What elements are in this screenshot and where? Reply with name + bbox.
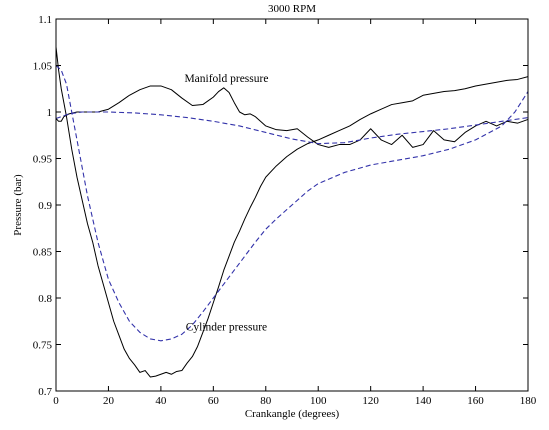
y-tick-label: 0.95 xyxy=(33,154,53,166)
series-line-1 xyxy=(55,85,529,148)
x-axis-label: Crankangle (degrees) xyxy=(245,408,340,420)
x-tick-label: 100 xyxy=(310,395,327,407)
y-tick-label: 0.9 xyxy=(38,200,52,212)
y-tick-label: 1.05 xyxy=(33,61,53,73)
x-tick-label: 20 xyxy=(103,395,115,407)
y-tick-label: 1.1 xyxy=(38,14,52,26)
y-tick-label: 0.7 xyxy=(38,386,52,398)
chart-title: 3000 RPM xyxy=(268,3,316,15)
y-tick-label: 0.75 xyxy=(33,340,53,352)
x-tick-label: 80 xyxy=(260,395,272,407)
series-layer xyxy=(55,46,529,378)
annotation-layer: Manifold pressure Cylinder pressure xyxy=(184,73,268,333)
x-tick-label: 180 xyxy=(520,395,537,407)
y-axis-label: Pressure (bar) xyxy=(12,174,24,236)
x-tick-label: 140 xyxy=(415,395,432,407)
ticks-layer: 0 20 40 60 80 100 120 140 160 180 0.7 0.75 0.8 0.85 0.… xyxy=(33,14,537,407)
x-tick-label: 160 xyxy=(467,395,484,407)
annotation-2: Cylinder pressure xyxy=(186,322,267,334)
y-tick-label: 0.8 xyxy=(38,293,52,305)
y-tick-label: 1 xyxy=(47,107,53,119)
x-tick-label: 40 xyxy=(155,395,167,407)
x-tick-label: 60 xyxy=(208,395,220,407)
annotation-1: Manifold pressure xyxy=(184,73,268,85)
x-tick-label: 120 xyxy=(362,395,379,407)
x-tick-label: 0 xyxy=(53,395,59,407)
series-line-4 xyxy=(55,65,529,342)
series-line-3 xyxy=(55,111,529,145)
y-tick-label: 0.85 xyxy=(33,247,53,259)
series-line-2 xyxy=(55,46,529,378)
